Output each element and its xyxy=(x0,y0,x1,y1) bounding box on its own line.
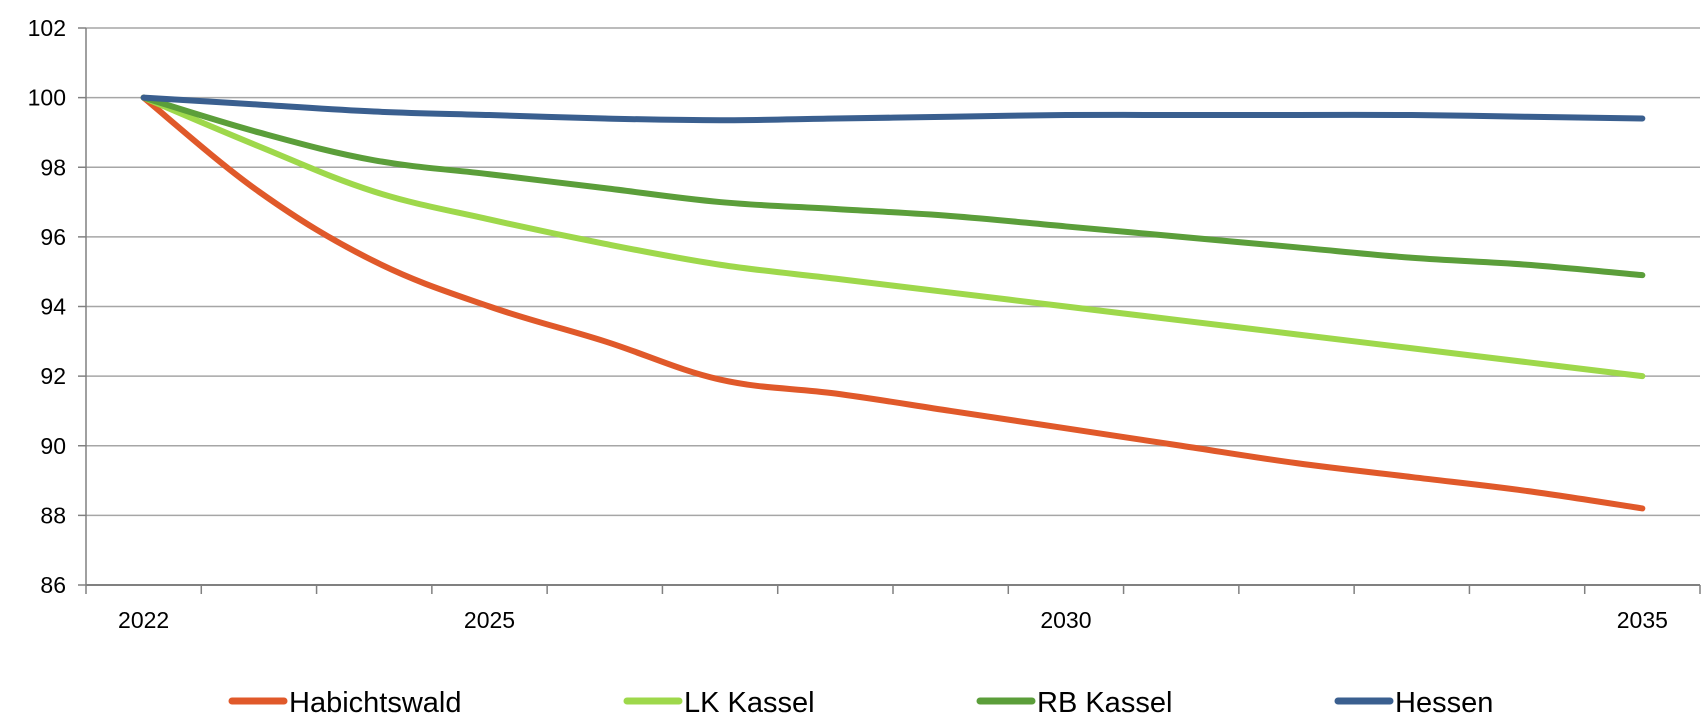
y-tick-label: 92 xyxy=(40,363,66,389)
y-tick-label: 98 xyxy=(40,154,66,180)
legend-item-habichtswald: Habichtswald xyxy=(228,687,461,718)
series-line-hessen xyxy=(140,94,1646,124)
legend-label: Hessen xyxy=(1395,687,1493,718)
x-tick-label: 2030 xyxy=(1040,607,1091,633)
series-line-habichtswald xyxy=(140,94,1646,512)
gridlines xyxy=(86,27,1700,586)
x-tick-label: 2035 xyxy=(1617,607,1668,633)
legend-item-lk-kassel: LK Kassel xyxy=(623,687,815,718)
legend-label: RB Kassel xyxy=(1037,687,1172,718)
y-tick-label: 94 xyxy=(40,294,66,320)
y-tick-label: 96 xyxy=(40,224,66,250)
legend-item-rb-kassel: RB Kassel xyxy=(976,687,1172,718)
legend-item-hessen: Hessen xyxy=(1334,687,1493,718)
y-tick-label: 102 xyxy=(28,15,66,41)
legend-label: LK Kassel xyxy=(684,687,815,718)
x-tick-label: 2022 xyxy=(118,607,169,633)
y-tick-label: 100 xyxy=(28,85,66,111)
legend: Habichtswald LK Kassel RB Kassel Hessen xyxy=(228,687,1493,718)
series-line-rb-kassel xyxy=(140,94,1646,279)
y-tick-label: 86 xyxy=(40,572,66,598)
series-line-lk-kassel xyxy=(140,94,1646,380)
y-tick-label: 88 xyxy=(40,502,66,528)
series-lines xyxy=(140,94,1646,512)
axes: 86 88 90 92 94 96 98 100 102 2022 2025 2030 2035 xyxy=(28,15,1701,633)
x-tick-label: 2025 xyxy=(464,607,515,633)
y-tick-label: 90 xyxy=(40,433,66,459)
legend-label: Habichtswald xyxy=(289,687,461,718)
